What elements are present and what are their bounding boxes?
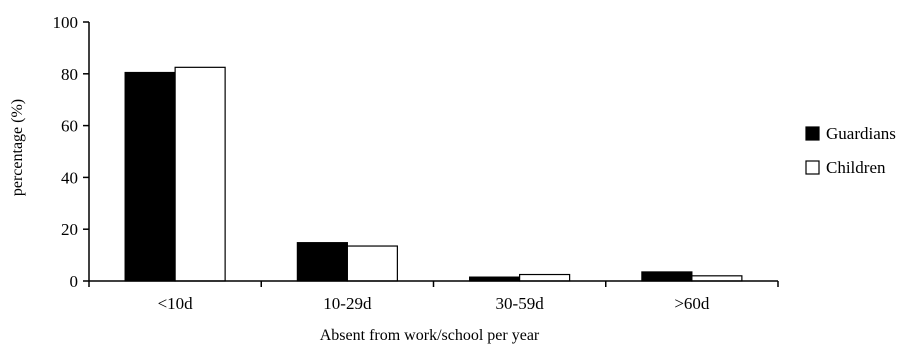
legend: Guardians Children bbox=[805, 124, 896, 177]
bar-guardians-2 bbox=[296, 242, 348, 282]
y-tick-label: 0 bbox=[70, 272, 79, 291]
legend-label-guardians: Guardians bbox=[826, 124, 896, 143]
y-tick-label: 40 bbox=[61, 168, 78, 187]
bar-children-3 bbox=[519, 273, 571, 282]
y-tick-label: 100 bbox=[53, 13, 79, 32]
y-axis-title: percentage (%) bbox=[9, 99, 26, 196]
y-tick-label: 60 bbox=[61, 117, 78, 136]
x-tick-label: 30-59d bbox=[496, 294, 545, 313]
y-axis-ticks: 0 20 40 60 80 100 bbox=[53, 13, 89, 291]
bar-children-2 bbox=[346, 245, 398, 282]
y-tick-label: 20 bbox=[61, 220, 78, 239]
x-axis-ticks: <10d 10-29d 30-59d >60d bbox=[88, 281, 779, 313]
bar-children-1 bbox=[174, 66, 226, 282]
legend-label-children: Children bbox=[826, 158, 886, 177]
legend-swatch-children bbox=[805, 160, 820, 175]
x-tick-label: >60d bbox=[674, 294, 710, 313]
legend-swatch-guardians bbox=[805, 126, 820, 141]
x-tick-label: <10d bbox=[158, 294, 194, 313]
bar-children-4 bbox=[691, 275, 743, 282]
y-tick-label: 80 bbox=[61, 65, 78, 84]
bar-guardians-1 bbox=[124, 71, 176, 282]
x-axis-title: Absent from work/school per year bbox=[320, 327, 540, 344]
x-tick-label: 10-29d bbox=[323, 294, 372, 313]
plot-area bbox=[124, 66, 743, 282]
bar-guardians-4 bbox=[641, 271, 693, 282]
